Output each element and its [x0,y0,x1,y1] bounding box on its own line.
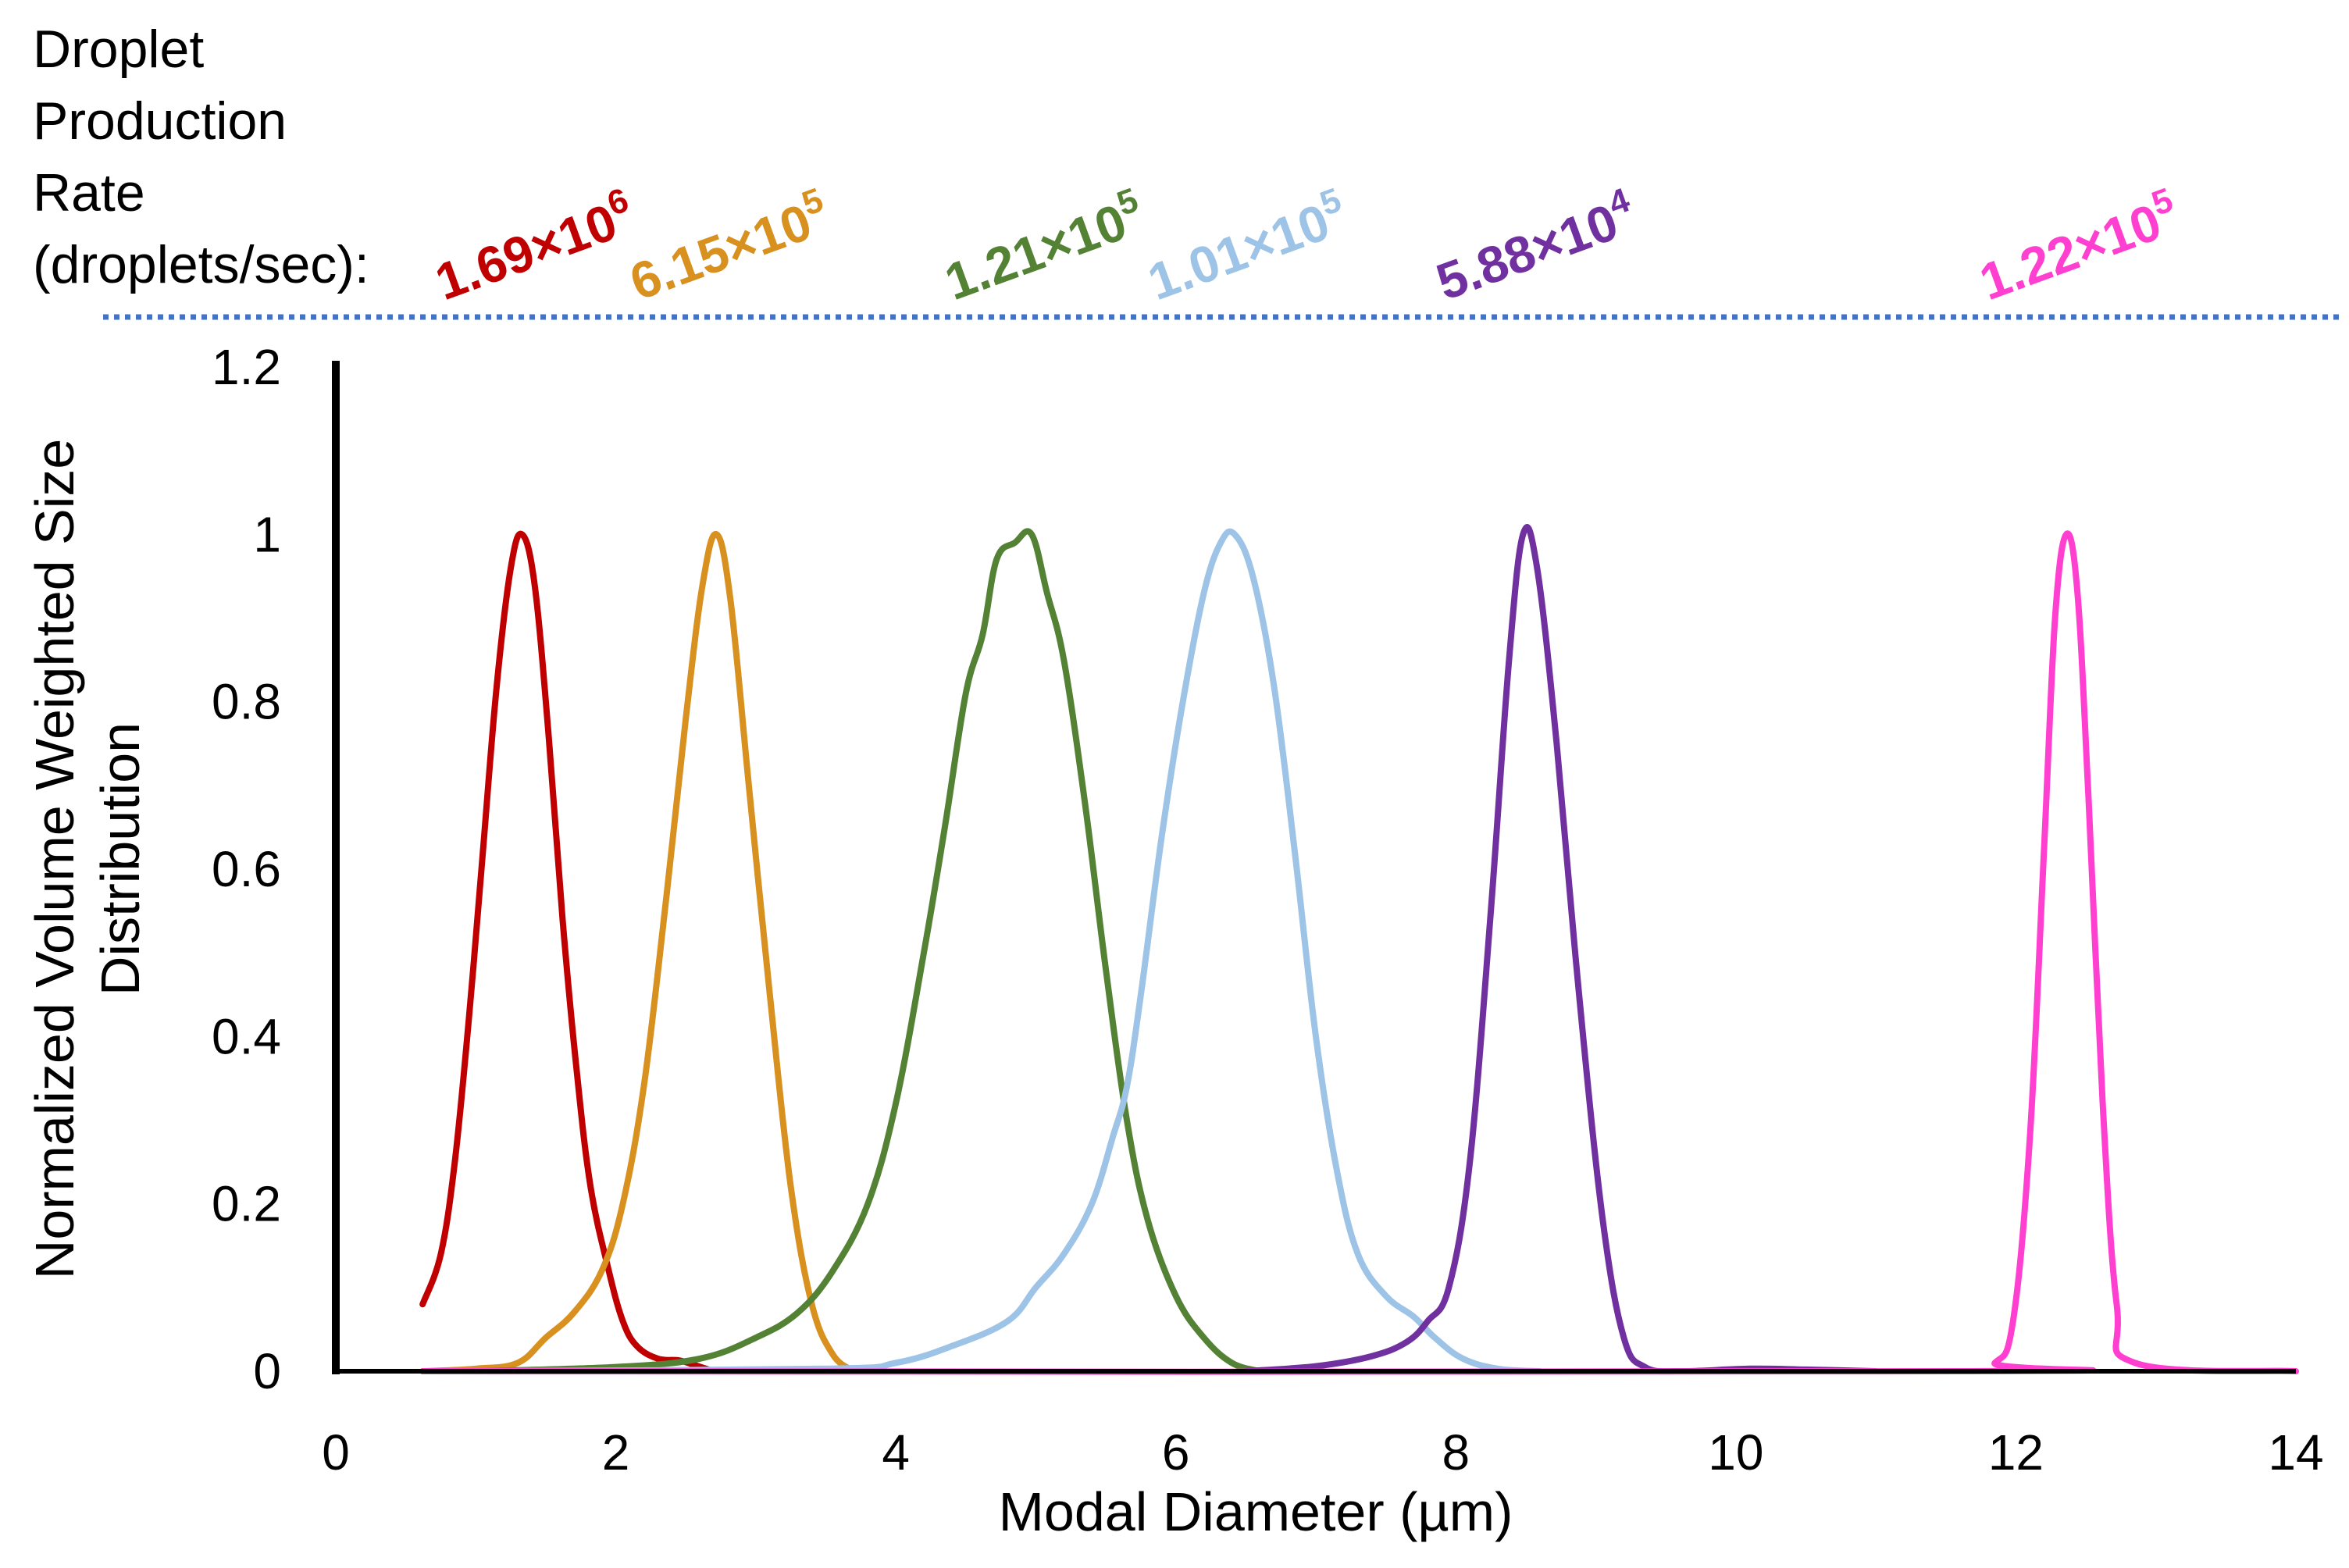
rate-label-4: 1.01×105 [1139,180,1355,311]
rate-header-line-3: Rate [33,163,145,223]
rate-label-1: 1.69×106 [426,180,643,311]
rate-header-line-1: Droplet [33,20,204,79]
x-tick-label: 8 [1442,1424,1470,1481]
series-line-2 [419,531,857,1374]
rate-label-exponent: 5 [797,180,829,223]
series-line-6 [419,530,2299,1375]
x-axis-title: Modal Diameter (µm) [999,1481,1513,1542]
rate-label-text: 1.22×105 [1970,180,2187,311]
y-tick-label: 0.4 [212,1008,281,1064]
y-tick-label: 0 [253,1343,281,1399]
y-tick-label: 0.6 [212,841,281,897]
series-line-5 [1242,524,1880,1375]
rate-label-text: 1.21×105 [936,180,1152,311]
rate-label-text: 1.01×105 [1139,180,1355,311]
y-tick-label: 1 [253,506,281,562]
rate-label-text: 1.69×106 [426,180,643,311]
series-line-4 [472,528,1543,1374]
x-tick-label: 14 [2268,1424,2323,1481]
y-axis-title-line-1: Normalized Volume Weighted Size [24,439,85,1279]
series-line-3 [472,528,1264,1374]
series-line-1 [419,530,718,1374]
y-axis-title: Normalized Volume Weighted Size Distribu… [24,439,151,1279]
rate-label-exponent: 5 [2147,180,2178,223]
rate-label-exponent: 6 [602,180,633,223]
rate-header-line-4: (droplets/sec): [33,235,369,294]
y-tick-label: 0.8 [212,674,281,730]
tick-labels: 0 2 4 6 8 10 12 14 0 0.2 0.4 0.6 0.8 1 1.2 [212,339,2324,1481]
rate-label-text: 6.15×105 [621,180,837,311]
rate-label-exponent: 5 [1315,180,1346,223]
rate-label-6: 1.22×105 [1970,180,2187,311]
x-tick-label: 4 [882,1424,910,1481]
rate-label-text: 5.88×104 [1427,180,1643,311]
rate-header-line-2: Production [33,91,287,151]
rate-label-2: 6.15×105 [621,180,837,311]
x-tick-label: 12 [1988,1424,2044,1481]
x-tick-label: 6 [1162,1424,1190,1481]
y-tick-label: 0.2 [212,1176,281,1232]
x-tick-label: 2 [602,1424,630,1481]
rate-label-3: 1.21×105 [936,180,1152,311]
rate-label-5: 5.88×104 [1427,180,1643,311]
y-tick-label: 1.2 [212,339,281,395]
x-tick-label: 10 [1708,1424,1763,1481]
y-axis-title-line-2: Distribution [90,722,151,996]
series-group [419,524,2299,1375]
rate-header: Droplet Production Rate (droplets/sec): [33,20,369,294]
rate-label-exponent: 5 [1112,180,1143,223]
x-tick-label: 0 [322,1424,350,1481]
rate-label-exponent: 4 [1603,180,1634,223]
